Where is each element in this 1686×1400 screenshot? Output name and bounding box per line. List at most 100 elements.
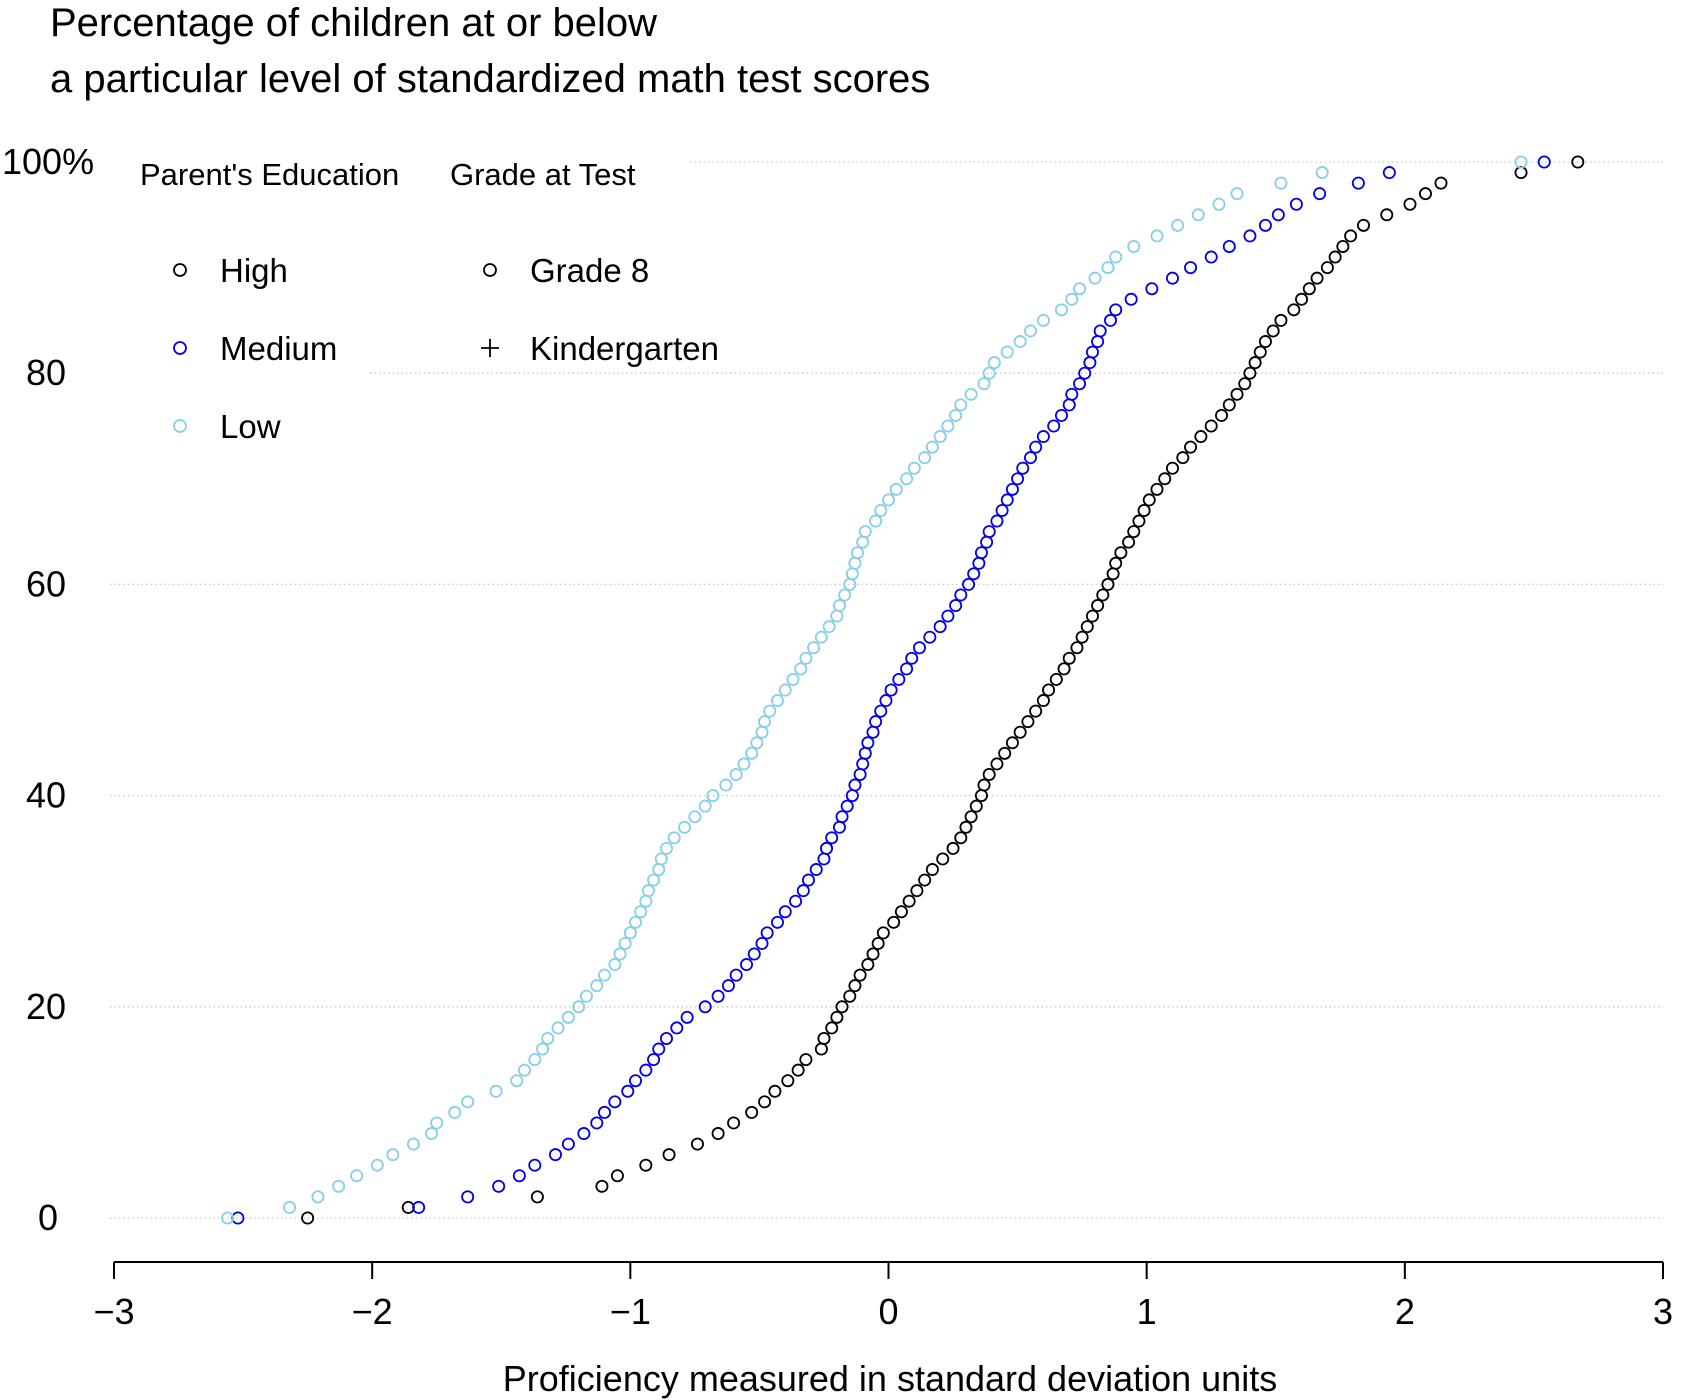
- data-point: [1088, 271, 1102, 285]
- data-point: [729, 767, 743, 781]
- data-point: [1150, 482, 1164, 496]
- chart-title-line-1: Percentage of children at or below: [50, 1, 657, 45]
- data-point: [1122, 535, 1136, 549]
- data-point: [851, 546, 865, 560]
- data-point: [902, 894, 916, 908]
- data-point: [980, 535, 994, 549]
- data-point: [551, 1021, 565, 1035]
- data-point: [861, 958, 875, 972]
- data-point: [461, 1190, 475, 1204]
- data-point: [745, 746, 759, 760]
- data-point: [510, 1074, 524, 1088]
- data-point: [412, 1200, 426, 1214]
- data-point: [1054, 408, 1068, 422]
- data-point: [721, 979, 735, 993]
- data-point: [817, 852, 831, 866]
- data-point: [1096, 588, 1110, 602]
- data-point: [1042, 683, 1056, 697]
- data-point: [949, 408, 963, 422]
- data-point: [1248, 356, 1262, 370]
- data-point: [869, 715, 883, 729]
- data-point: [1137, 503, 1151, 517]
- data-point: [662, 1148, 676, 1162]
- data-point: [1083, 356, 1097, 370]
- data-point: [1016, 461, 1030, 475]
- data-point: [894, 905, 908, 919]
- x-tick-label: −1: [610, 1291, 651, 1332]
- legend-title: Parent's Education: [140, 157, 399, 192]
- data-point: [1184, 261, 1198, 275]
- data-point: [698, 1000, 712, 1014]
- data-point: [907, 461, 921, 475]
- data-point: [1253, 345, 1267, 359]
- data-point: [1109, 303, 1123, 317]
- data-point: [1000, 345, 1014, 359]
- data-point: [838, 588, 852, 602]
- data-point: [1065, 387, 1079, 401]
- data-point: [1302, 282, 1316, 296]
- data-point: [628, 915, 642, 929]
- data-point: [770, 694, 784, 708]
- data-point: [892, 672, 906, 686]
- data-point: [1054, 303, 1068, 317]
- legend-marker-circle: [173, 419, 187, 433]
- data-point: [825, 831, 839, 845]
- data-point: [740, 958, 754, 972]
- data-point: [1258, 218, 1272, 232]
- data-point: [879, 694, 893, 708]
- data-point: [512, 1169, 526, 1183]
- data-point: [1212, 197, 1226, 211]
- data-point: [1165, 271, 1179, 285]
- y-tick-label: 0: [38, 1197, 58, 1238]
- data-point: [954, 588, 968, 602]
- data-point: [448, 1105, 462, 1119]
- data-point: [628, 1074, 642, 1088]
- data-point: [959, 820, 973, 834]
- data-point: [1243, 229, 1257, 243]
- data-point: [801, 873, 815, 887]
- data-point: [711, 1127, 725, 1141]
- data-point: [1514, 155, 1528, 169]
- data-point: [848, 556, 862, 570]
- data-point: [737, 757, 751, 771]
- x-tick-label: 1: [1137, 1291, 1157, 1332]
- legend-marker-circle: [483, 263, 497, 277]
- data-point: [990, 514, 1004, 528]
- x-tick-label: 0: [878, 1291, 898, 1332]
- data-point: [794, 662, 808, 676]
- data-point: [608, 1095, 622, 1109]
- chart-title-line-2: a particular level of standardized math …: [50, 57, 930, 101]
- chart-title: Percentage of children at or below a par…: [50, 1, 930, 101]
- data-point: [835, 810, 849, 824]
- data-point: [1109, 556, 1123, 570]
- data-point: [1313, 187, 1327, 201]
- data-point: [1238, 377, 1252, 391]
- data-point: [1191, 208, 1205, 222]
- legend: Parent's Education High Medium Low Grade at …: [140, 157, 719, 445]
- data-point: [1047, 419, 1061, 433]
- data-point: [1171, 218, 1185, 232]
- data-point: [830, 609, 844, 623]
- data-point: [1150, 229, 1164, 243]
- data-point: [1065, 292, 1079, 306]
- data-point: [719, 778, 733, 792]
- data-point: [1070, 641, 1084, 655]
- data-point: [830, 1010, 844, 1024]
- data-point: [639, 1158, 653, 1172]
- data-point: [1080, 620, 1094, 634]
- data-point: [536, 1042, 550, 1056]
- data-point: [900, 662, 914, 676]
- data-point: [1310, 271, 1324, 285]
- data-point: [1132, 514, 1146, 528]
- data-point: [1093, 324, 1107, 338]
- legend-title: Grade at Test: [450, 157, 636, 192]
- data-point: [1403, 197, 1417, 211]
- data-point: [1230, 387, 1244, 401]
- data-point: [982, 366, 996, 380]
- data-point: [910, 884, 924, 898]
- data-point: [925, 863, 939, 877]
- data-point: [1000, 493, 1014, 507]
- data-point: [1315, 166, 1329, 180]
- data-point: [758, 1095, 772, 1109]
